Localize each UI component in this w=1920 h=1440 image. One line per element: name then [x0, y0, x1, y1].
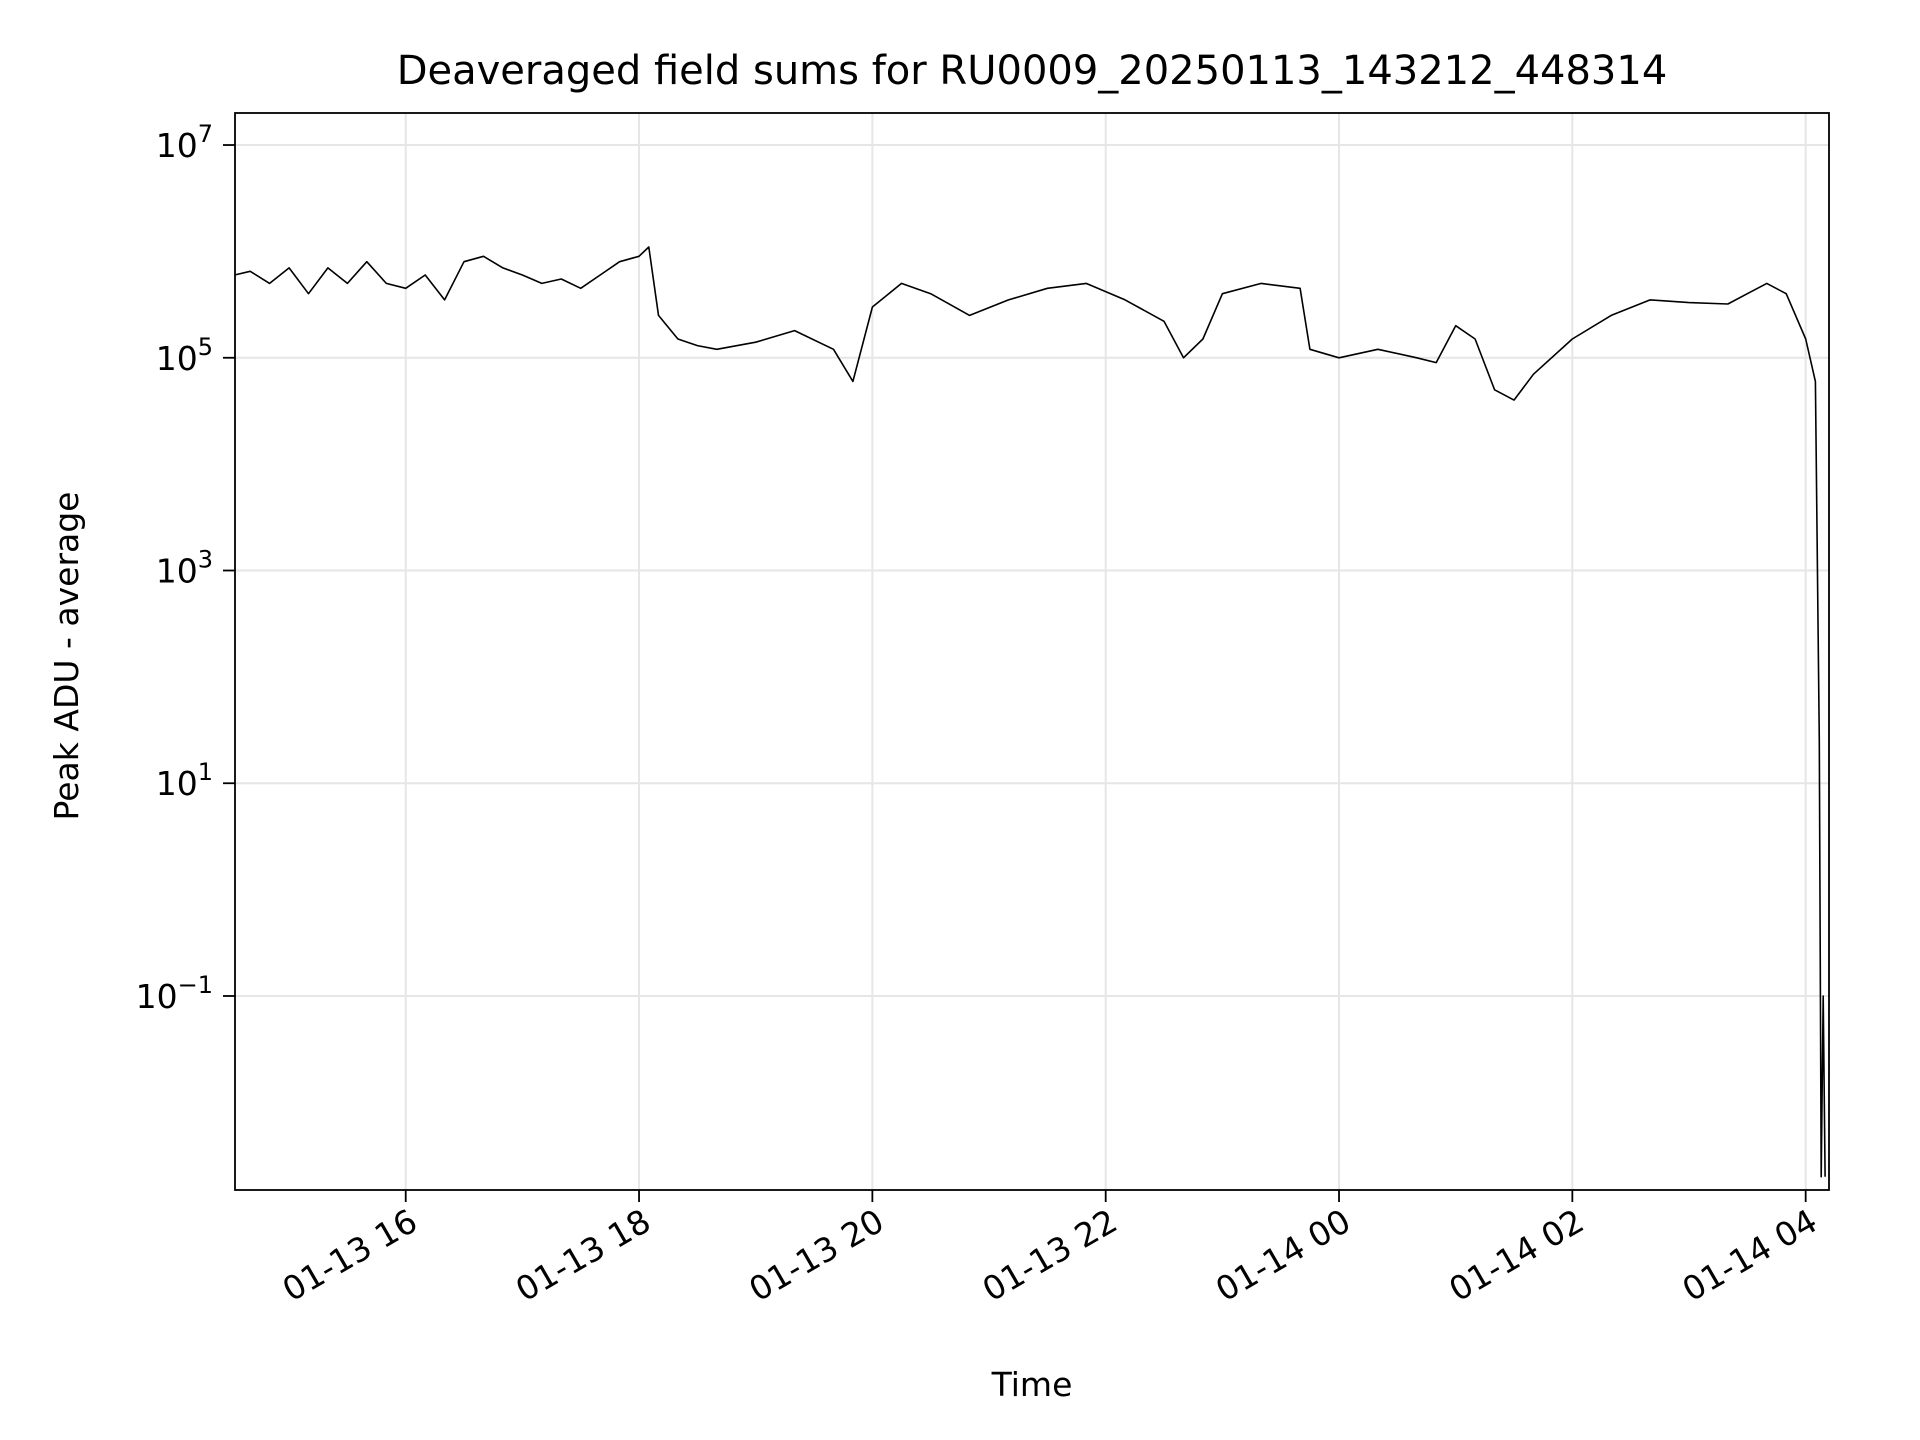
y-tick-label-base: 10	[156, 552, 198, 591]
y-tick-label-exponent: −1	[178, 971, 213, 999]
y-tick-label-exponent: 3	[198, 546, 213, 574]
y-tick-label: 10−1	[136, 971, 213, 1016]
y-tick-label: 103	[156, 546, 213, 591]
y-tick-label-base: 10	[156, 126, 198, 165]
y-tick-label-base: 10	[156, 339, 198, 378]
plot-area	[234, 246, 1826, 1178]
y-tick-label-exponent: 7	[198, 120, 213, 148]
y-tick-label: 107	[156, 120, 213, 165]
series-line	[234, 246, 1826, 1178]
plot-frame	[234, 112, 1830, 1191]
x-axis-label: Time	[991, 1365, 1073, 1404]
grid	[235, 113, 1829, 1190]
y-tick-label: 105	[156, 333, 213, 378]
y-tick-label-exponent: 1	[198, 758, 213, 786]
y-axis-label: Peak ADU - average	[47, 492, 86, 821]
y-tick-label-base: 10	[156, 764, 198, 803]
chart-title: Deaveraged field sums for RU0009_2025011…	[397, 48, 1668, 94]
y-tick-label: 101	[156, 758, 213, 803]
y-tick-label-exponent: 5	[198, 333, 213, 361]
y-tick-label-base: 10	[136, 977, 178, 1016]
